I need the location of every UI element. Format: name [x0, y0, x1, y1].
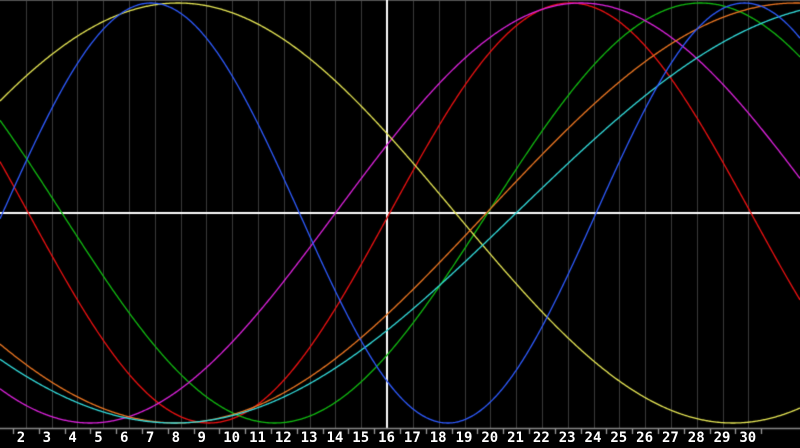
biorhythm-chart: 2 3 4 5 6 7 8 9 10 11 12 13 14 15 16 17 18 19 20 21 22 23 24 25… — [0, 0, 800, 448]
chart-canvas — [0, 0, 800, 448]
